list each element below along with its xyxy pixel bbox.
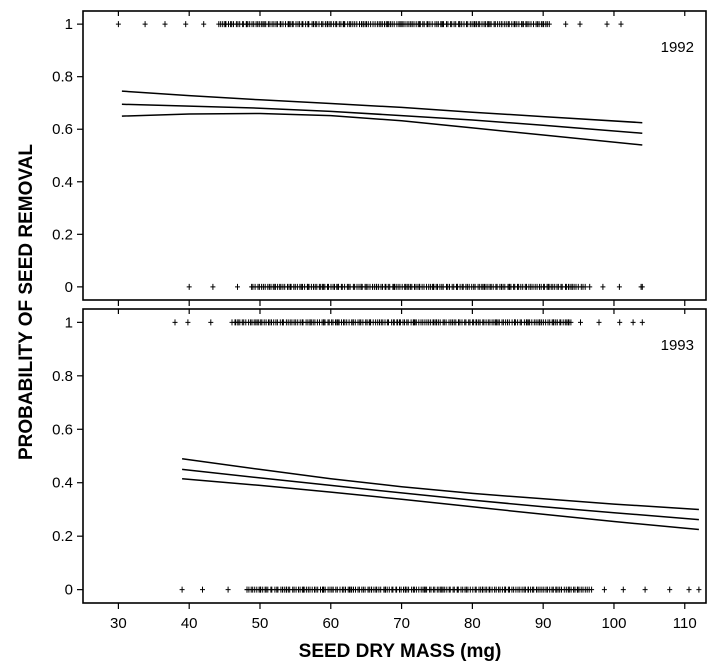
x-tick-label: 110	[673, 615, 697, 632]
observation-point	[185, 319, 191, 326]
observation-point	[563, 21, 569, 28]
observation-point	[630, 319, 636, 326]
y-tick-label: 1	[65, 16, 73, 33]
x-tick-label: 90	[535, 615, 552, 632]
y-tick-label: 0.4	[52, 174, 73, 191]
series-lower-line	[182, 477, 699, 531]
observation-point	[639, 319, 645, 326]
observation-point	[667, 586, 673, 593]
observations-y1	[172, 319, 645, 326]
panel-1993: 0 0.2 0.4 0.6 0.8 1 30 40 50 60 70 80 90 100 110 1993	[52, 308, 707, 632]
observation-point	[162, 21, 168, 28]
panel-year-label: 1992	[661, 39, 694, 56]
observation-point	[179, 586, 185, 593]
observation-point	[582, 283, 588, 290]
y-tick-label: 0.2	[52, 528, 73, 545]
series-upper-line	[121, 90, 643, 124]
observation-point	[568, 319, 574, 326]
observation-point	[142, 21, 148, 28]
x-tick-label: 80	[464, 615, 481, 632]
observation-point	[172, 319, 178, 326]
observation-point	[620, 586, 626, 593]
observation-point	[616, 283, 622, 290]
series-lower-line	[121, 112, 643, 146]
observation-point	[618, 21, 624, 28]
x-tick-label: 70	[393, 615, 410, 632]
panel-1992: 0 0.2 0.4 0.6 0.8 1 1992	[52, 10, 707, 306]
observation-point	[589, 586, 595, 593]
observation-point	[225, 586, 231, 593]
y-tick-label: 0.8	[52, 69, 73, 86]
y-tick-label: 0.6	[52, 421, 73, 438]
panel-year-label: 1993	[661, 337, 694, 354]
y-tick-label: 0	[65, 582, 73, 599]
x-tick-label: 60	[322, 615, 339, 632]
observation-point	[696, 586, 702, 593]
observation-point	[201, 21, 207, 28]
observation-point	[200, 586, 205, 593]
observation-point	[210, 283, 216, 290]
plot-frame	[82, 10, 707, 301]
plot-frame	[82, 308, 707, 604]
observation-point	[183, 21, 189, 28]
x-tick-label: 100	[601, 615, 626, 632]
observation-point	[639, 283, 645, 290]
series-fit-line	[182, 468, 699, 521]
observations-y0	[186, 283, 645, 290]
x-tick-label: 50	[252, 615, 269, 632]
y-tick-label: 0.2	[52, 226, 73, 243]
observations-y0	[179, 586, 702, 593]
observation-point	[235, 283, 240, 290]
observation-point	[546, 21, 552, 28]
y-tick-label: 0.6	[52, 121, 73, 138]
observations-y1	[115, 21, 624, 28]
observation-point	[601, 586, 607, 593]
x-tick-label: 30	[110, 615, 127, 632]
y-tick-label: 0.4	[52, 475, 73, 492]
y-tick-label: 1	[65, 314, 73, 331]
observation-point	[600, 283, 606, 290]
observation-point	[208, 319, 214, 326]
observation-point	[596, 319, 602, 326]
observation-point	[617, 319, 623, 326]
series-fit-line	[121, 103, 643, 134]
observation-point	[115, 21, 121, 28]
observation-point	[578, 319, 583, 326]
y-axis-title: PROBABILITY OF SEED REMOVAL	[16, 144, 37, 460]
observation-point	[642, 586, 648, 593]
x-tick-label: 40	[181, 615, 198, 632]
series-upper-line	[181, 457, 699, 511]
observation-point	[686, 586, 692, 593]
y-tick-label: 0	[65, 279, 73, 296]
observation-point	[587, 283, 593, 290]
x-axis-title: SEED DRY MASS (mg)	[299, 641, 502, 662]
observation-point	[577, 21, 583, 28]
observation-point	[604, 21, 610, 28]
y-tick-label: 0.8	[52, 368, 73, 385]
observation-point	[186, 283, 192, 290]
